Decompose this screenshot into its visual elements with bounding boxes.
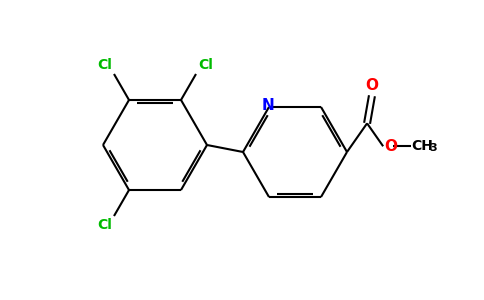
Text: O: O <box>365 78 378 93</box>
Text: CH: CH <box>411 139 433 153</box>
Text: Cl: Cl <box>97 218 112 232</box>
Text: 3: 3 <box>429 143 437 153</box>
Text: N: N <box>262 98 274 113</box>
Text: Cl: Cl <box>97 58 112 72</box>
Text: Cl: Cl <box>198 58 213 72</box>
Text: O: O <box>384 139 397 154</box>
